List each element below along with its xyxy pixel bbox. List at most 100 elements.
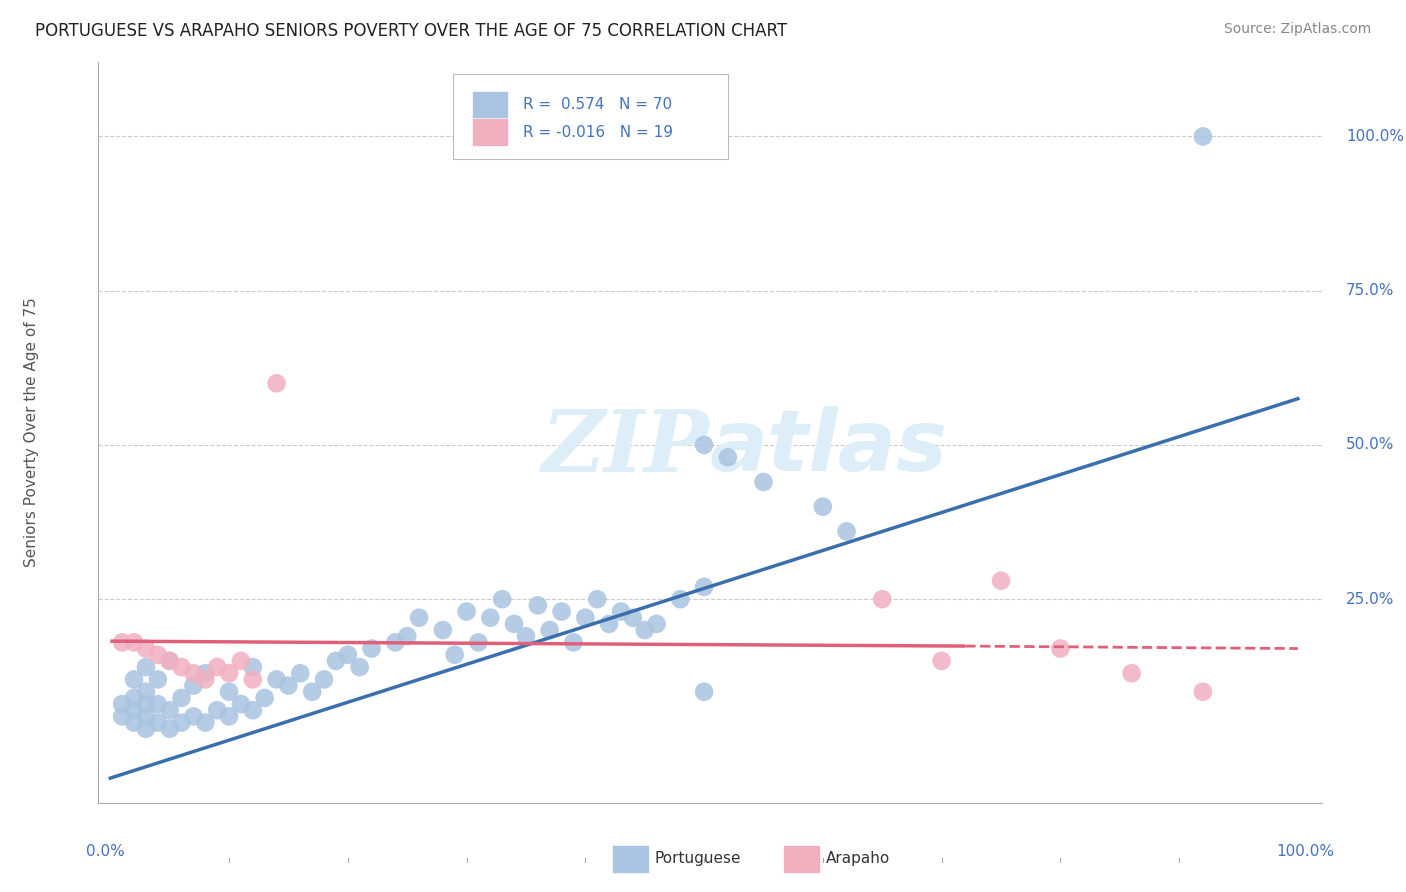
Point [122, 703, 145, 717]
Text: Seniors Poverty Over the Age of 75: Seniors Poverty Over the Age of 75 [24, 298, 38, 567]
Point [205, 703, 228, 717]
Point [122, 673, 145, 687]
Text: atlas: atlas [710, 406, 948, 489]
Point [242, 660, 264, 674]
Point [218, 685, 240, 699]
FancyBboxPatch shape [453, 73, 728, 159]
Point [135, 697, 157, 711]
FancyBboxPatch shape [783, 845, 820, 873]
Point [432, 623, 454, 637]
Point [693, 438, 716, 452]
Point [170, 690, 193, 705]
Point [229, 654, 252, 668]
Point [550, 605, 572, 619]
Point [159, 722, 181, 736]
Point [325, 654, 347, 668]
Point [479, 611, 502, 625]
Point [990, 574, 1012, 588]
FancyBboxPatch shape [471, 118, 508, 146]
Point [146, 673, 169, 687]
Point [562, 635, 585, 649]
Point [931, 654, 953, 668]
Point [1192, 129, 1215, 144]
Point [122, 715, 145, 730]
Point [1192, 685, 1215, 699]
Point [146, 697, 169, 711]
Point [277, 679, 299, 693]
Point [1121, 666, 1143, 681]
Text: R =  0.574   N = 70: R = 0.574 N = 70 [523, 97, 672, 112]
Point [621, 611, 644, 625]
Point [135, 709, 157, 723]
Point [1049, 641, 1071, 656]
Point [610, 605, 633, 619]
Point [693, 580, 716, 594]
Point [456, 605, 478, 619]
Text: 0.0%: 0.0% [86, 844, 125, 858]
Point [527, 599, 550, 613]
Point [752, 475, 775, 489]
Point [135, 685, 157, 699]
Point [538, 623, 561, 637]
Point [218, 709, 240, 723]
Text: 50.0%: 50.0% [1346, 437, 1395, 452]
Point [835, 524, 858, 539]
Point [360, 641, 382, 656]
Text: 25.0%: 25.0% [1346, 591, 1395, 607]
Point [266, 673, 288, 687]
Point [122, 635, 145, 649]
Text: 100.0%: 100.0% [1275, 844, 1334, 858]
Point [183, 666, 205, 681]
Point [717, 450, 740, 465]
Point [396, 629, 419, 643]
Point [870, 592, 893, 607]
Point [467, 635, 489, 649]
Point [170, 715, 193, 730]
Point [645, 616, 668, 631]
Point [515, 629, 537, 643]
Point [111, 635, 134, 649]
Point [194, 673, 217, 687]
Point [242, 673, 264, 687]
Point [194, 666, 217, 681]
Point [491, 592, 513, 607]
Point [693, 685, 716, 699]
Point [170, 660, 193, 674]
Point [336, 648, 359, 662]
Text: ZIP: ZIP [543, 406, 710, 489]
Point [135, 722, 157, 736]
Point [349, 660, 371, 674]
Point [205, 660, 228, 674]
Point [574, 611, 596, 625]
Point [443, 648, 465, 662]
Point [135, 641, 157, 656]
Text: 75.0%: 75.0% [1346, 284, 1395, 298]
Point [111, 709, 134, 723]
Point [229, 697, 252, 711]
Point [811, 500, 834, 514]
Point [503, 616, 526, 631]
Point [159, 654, 181, 668]
Point [598, 616, 620, 631]
Point [301, 685, 323, 699]
Point [122, 690, 145, 705]
Text: R = -0.016   N = 19: R = -0.016 N = 19 [523, 125, 673, 139]
FancyBboxPatch shape [471, 91, 508, 119]
Point [159, 654, 181, 668]
Point [408, 611, 430, 625]
Point [194, 715, 217, 730]
Point [146, 648, 169, 662]
Point [312, 673, 335, 687]
Point [159, 703, 181, 717]
FancyBboxPatch shape [612, 845, 648, 873]
Point [586, 592, 609, 607]
Point [183, 709, 205, 723]
Point [183, 679, 205, 693]
Text: PORTUGUESE VS ARAPAHO SENIORS POVERTY OVER THE AGE OF 75 CORRELATION CHART: PORTUGUESE VS ARAPAHO SENIORS POVERTY OV… [35, 22, 787, 40]
Text: Arapaho: Arapaho [827, 851, 890, 866]
Point [266, 376, 288, 391]
Point [253, 690, 276, 705]
Point [242, 703, 264, 717]
Point [384, 635, 406, 649]
Point [290, 666, 312, 681]
